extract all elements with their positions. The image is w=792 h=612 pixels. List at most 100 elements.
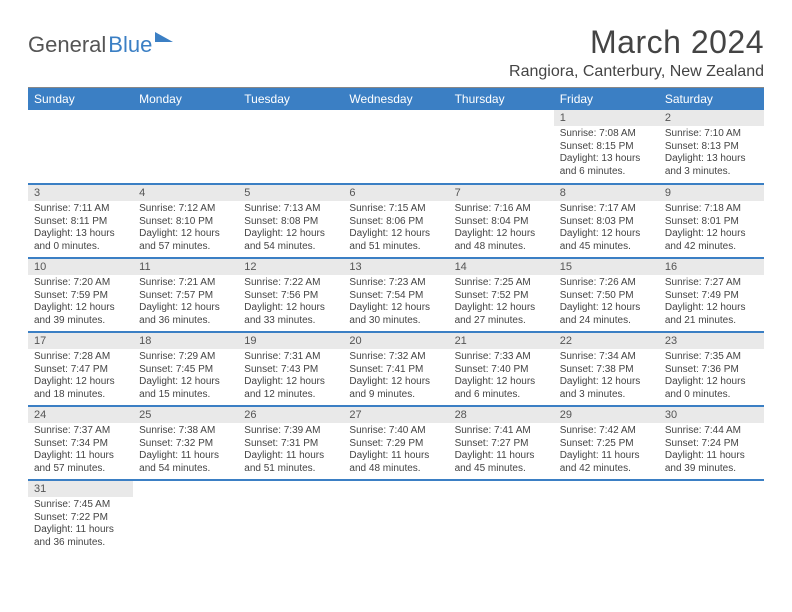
- day-details: Sunrise: 7:27 AMSunset: 7:49 PMDaylight:…: [659, 275, 764, 331]
- day-number: 25: [133, 407, 238, 423]
- calendar-cell: 30Sunrise: 7:44 AMSunset: 7:24 PMDayligh…: [659, 406, 764, 480]
- day-details: Sunrise: 7:38 AMSunset: 7:32 PMDaylight:…: [133, 423, 238, 479]
- daylight-text: Daylight: 12 hours and 42 minutes.: [665, 228, 758, 253]
- calendar-week: 3Sunrise: 7:11 AMSunset: 8:11 PMDaylight…: [28, 184, 764, 258]
- calendar-cell: [449, 480, 554, 554]
- day-details: Sunrise: 7:18 AMSunset: 8:01 PMDaylight:…: [659, 201, 764, 257]
- calendar-cell: [238, 110, 343, 184]
- calendar-cell: 9Sunrise: 7:18 AMSunset: 8:01 PMDaylight…: [659, 184, 764, 258]
- calendar-cell: 7Sunrise: 7:16 AMSunset: 8:04 PMDaylight…: [449, 184, 554, 258]
- day-number: 19: [238, 333, 343, 349]
- sunrise-text: Sunrise: 7:12 AM: [139, 203, 232, 216]
- daylight-text: Daylight: 11 hours and 51 minutes.: [244, 450, 337, 475]
- sunset-text: Sunset: 7:34 PM: [34, 438, 127, 451]
- calendar-cell: 19Sunrise: 7:31 AMSunset: 7:43 PMDayligh…: [238, 332, 343, 406]
- sunset-text: Sunset: 7:24 PM: [665, 438, 758, 451]
- day-details: Sunrise: 7:13 AMSunset: 8:08 PMDaylight:…: [238, 201, 343, 257]
- sunset-text: Sunset: 7:40 PM: [455, 364, 548, 377]
- daylight-text: Daylight: 11 hours and 42 minutes.: [560, 450, 653, 475]
- day-details: Sunrise: 7:16 AMSunset: 8:04 PMDaylight:…: [449, 201, 554, 257]
- day-details: Sunrise: 7:45 AMSunset: 7:22 PMDaylight:…: [28, 497, 133, 553]
- sunrise-text: Sunrise: 7:41 AM: [455, 425, 548, 438]
- sunrise-text: Sunrise: 7:15 AM: [349, 203, 442, 216]
- sunset-text: Sunset: 7:41 PM: [349, 364, 442, 377]
- day-number: 22: [554, 333, 659, 349]
- logo-text-a: General: [28, 32, 106, 58]
- daylight-text: Daylight: 12 hours and 39 minutes.: [34, 302, 127, 327]
- page-title: March 2024: [509, 24, 764, 61]
- day-number: 28: [449, 407, 554, 423]
- daylight-text: Daylight: 11 hours and 36 minutes.: [34, 524, 127, 549]
- day-number: 11: [133, 259, 238, 275]
- sunrise-text: Sunrise: 7:16 AM: [455, 203, 548, 216]
- day-details: Sunrise: 7:26 AMSunset: 7:50 PMDaylight:…: [554, 275, 659, 331]
- weekday-header: Saturday: [659, 88, 764, 110]
- day-details: Sunrise: 7:32 AMSunset: 7:41 PMDaylight:…: [343, 349, 448, 405]
- sunset-text: Sunset: 7:22 PM: [34, 512, 127, 525]
- calendar-body: 1Sunrise: 7:08 AMSunset: 8:15 PMDaylight…: [28, 110, 764, 554]
- sunset-text: Sunset: 7:49 PM: [665, 290, 758, 303]
- calendar-cell: 22Sunrise: 7:34 AMSunset: 7:38 PMDayligh…: [554, 332, 659, 406]
- sunrise-text: Sunrise: 7:21 AM: [139, 277, 232, 290]
- daylight-text: Daylight: 13 hours and 3 minutes.: [665, 153, 758, 178]
- sunset-text: Sunset: 7:57 PM: [139, 290, 232, 303]
- day-number: 5: [238, 185, 343, 201]
- day-details: Sunrise: 7:41 AMSunset: 7:27 PMDaylight:…: [449, 423, 554, 479]
- daylight-text: Daylight: 12 hours and 57 minutes.: [139, 228, 232, 253]
- sunrise-text: Sunrise: 7:18 AM: [665, 203, 758, 216]
- day-number: 23: [659, 333, 764, 349]
- daylight-text: Daylight: 12 hours and 21 minutes.: [665, 302, 758, 327]
- title-block: March 2024 Rangiora, Canterbury, New Zea…: [509, 24, 764, 81]
- calendar-cell: 4Sunrise: 7:12 AMSunset: 8:10 PMDaylight…: [133, 184, 238, 258]
- calendar-cell: [133, 110, 238, 184]
- sunrise-text: Sunrise: 7:39 AM: [244, 425, 337, 438]
- weekday-header: Tuesday: [238, 88, 343, 110]
- sunrise-text: Sunrise: 7:32 AM: [349, 351, 442, 364]
- calendar-cell: 6Sunrise: 7:15 AMSunset: 8:06 PMDaylight…: [343, 184, 448, 258]
- calendar-cell: 10Sunrise: 7:20 AMSunset: 7:59 PMDayligh…: [28, 258, 133, 332]
- day-details: Sunrise: 7:12 AMSunset: 8:10 PMDaylight:…: [133, 201, 238, 257]
- day-number: [554, 481, 659, 497]
- logo-text-b: Blue: [108, 32, 152, 58]
- sunrise-text: Sunrise: 7:11 AM: [34, 203, 127, 216]
- calendar-cell: 28Sunrise: 7:41 AMSunset: 7:27 PMDayligh…: [449, 406, 554, 480]
- daylight-text: Daylight: 12 hours and 36 minutes.: [139, 302, 232, 327]
- calendar-cell: 25Sunrise: 7:38 AMSunset: 7:32 PMDayligh…: [133, 406, 238, 480]
- day-number: 31: [28, 481, 133, 497]
- sunset-text: Sunset: 7:36 PM: [665, 364, 758, 377]
- weekday-row: SundayMondayTuesdayWednesdayThursdayFrid…: [28, 88, 764, 110]
- sunset-text: Sunset: 7:43 PM: [244, 364, 337, 377]
- daylight-text: Daylight: 12 hours and 24 minutes.: [560, 302, 653, 327]
- day-number: [133, 110, 238, 126]
- weekday-header: Sunday: [28, 88, 133, 110]
- day-details: Sunrise: 7:15 AMSunset: 8:06 PMDaylight:…: [343, 201, 448, 257]
- day-details: Sunrise: 7:34 AMSunset: 7:38 PMDaylight:…: [554, 349, 659, 405]
- day-number: 7: [449, 185, 554, 201]
- sunset-text: Sunset: 8:10 PM: [139, 216, 232, 229]
- day-number: 3: [28, 185, 133, 201]
- calendar-cell: 11 Sunrise: 7:21 AMSunset: 7:57 PMDayligh…: [133, 258, 238, 332]
- sunset-text: Sunset: 7:27 PM: [455, 438, 548, 451]
- day-number: 8: [554, 185, 659, 201]
- sunrise-text: Sunrise: 7:37 AM: [34, 425, 127, 438]
- day-number: [343, 481, 448, 497]
- calendar-cell: 14Sunrise: 7:25 AMSunset: 7:52 PMDayligh…: [449, 258, 554, 332]
- calendar-cell: [554, 480, 659, 554]
- day-number: [343, 110, 448, 126]
- calendar-cell: 17Sunrise: 7:28 AMSunset: 7:47 PMDayligh…: [28, 332, 133, 406]
- day-details: Sunrise: 7:44 AMSunset: 7:24 PMDaylight:…: [659, 423, 764, 479]
- sunrise-text: Sunrise: 7:10 AM: [665, 128, 758, 141]
- day-number: 1: [554, 110, 659, 126]
- day-number: [28, 110, 133, 126]
- sunset-text: Sunset: 7:59 PM: [34, 290, 127, 303]
- calendar-cell: [343, 480, 448, 554]
- sunset-text: Sunset: 7:45 PM: [139, 364, 232, 377]
- calendar-cell: 29Sunrise: 7:42 AMSunset: 7:25 PMDayligh…: [554, 406, 659, 480]
- day-number: 13: [343, 259, 448, 275]
- calendar-cell: 26Sunrise: 7:39 AMSunset: 7:31 PMDayligh…: [238, 406, 343, 480]
- sunrise-text: Sunrise: 7:33 AM: [455, 351, 548, 364]
- daylight-text: Daylight: 13 hours and 6 minutes.: [560, 153, 653, 178]
- daylight-text: Daylight: 11 hours and 45 minutes.: [455, 450, 548, 475]
- calendar-cell: [238, 480, 343, 554]
- sunrise-text: Sunrise: 7:45 AM: [34, 499, 127, 512]
